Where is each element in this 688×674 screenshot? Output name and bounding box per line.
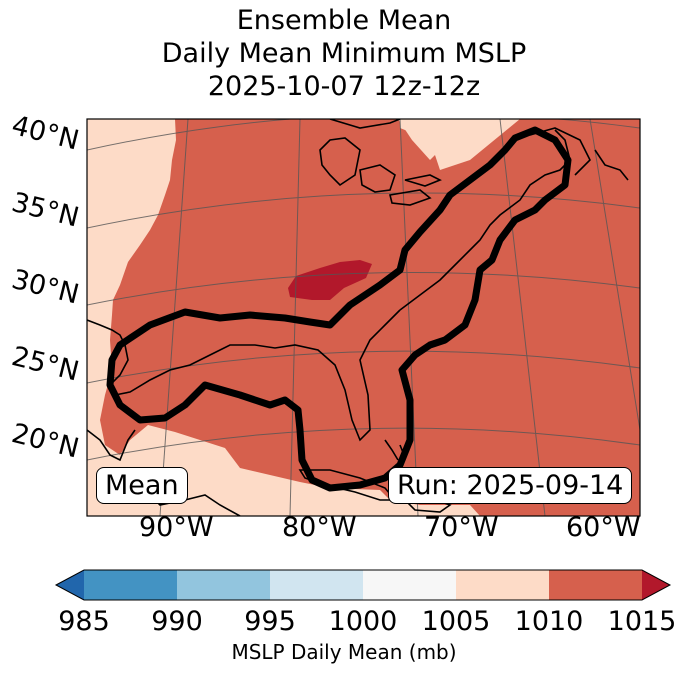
contour-1010-outline [106,126,572,492]
colorbar-outline [54,569,672,601]
colorbar-tick-990: 990 [151,606,203,637]
colorbar-tick-1000: 1000 [328,606,398,637]
lon-label-70w: 70°W [424,512,499,543]
run-label-box: Run: 2025-09-14 [388,467,633,504]
mslp-region-1010 [100,119,640,516]
colorbar-tick-1015: 1015 [607,606,677,637]
mslp-region-notch [398,119,445,160]
colorbar-segment [549,570,642,600]
lon-label-60w: 60°W [566,512,641,543]
colorbar-segment [363,570,456,600]
colorbar-segment [456,570,549,600]
colorbar-tick-995: 995 [244,606,296,637]
colorbar-tick-1010: 1010 [514,606,584,637]
title-line-2: Daily Mean Minimum MSLP [161,38,527,69]
lon-label-90w: 90°W [139,512,214,543]
colorbar-segment [270,570,363,600]
colorbar-extend-high [642,570,670,600]
colorbar-segment [177,570,270,600]
colorbar-tick-1005: 1005 [421,606,491,637]
colorbar-title: MSLP Daily Mean (mb) [231,640,457,664]
colorbar-segment [84,570,177,600]
colorbar-tick-985: 985 [58,606,110,637]
title-line-3: 2025-10-07 12z-12z [207,71,481,102]
mean-label-box: Mean [96,467,188,504]
title-line-1: Ensemble Mean [236,5,452,36]
lon-label-80w: 80°W [282,512,357,543]
colorbar [54,569,672,601]
colorbar-extend-low [56,570,84,600]
mslp-region-1015 [288,260,372,300]
map-border [86,118,641,517]
